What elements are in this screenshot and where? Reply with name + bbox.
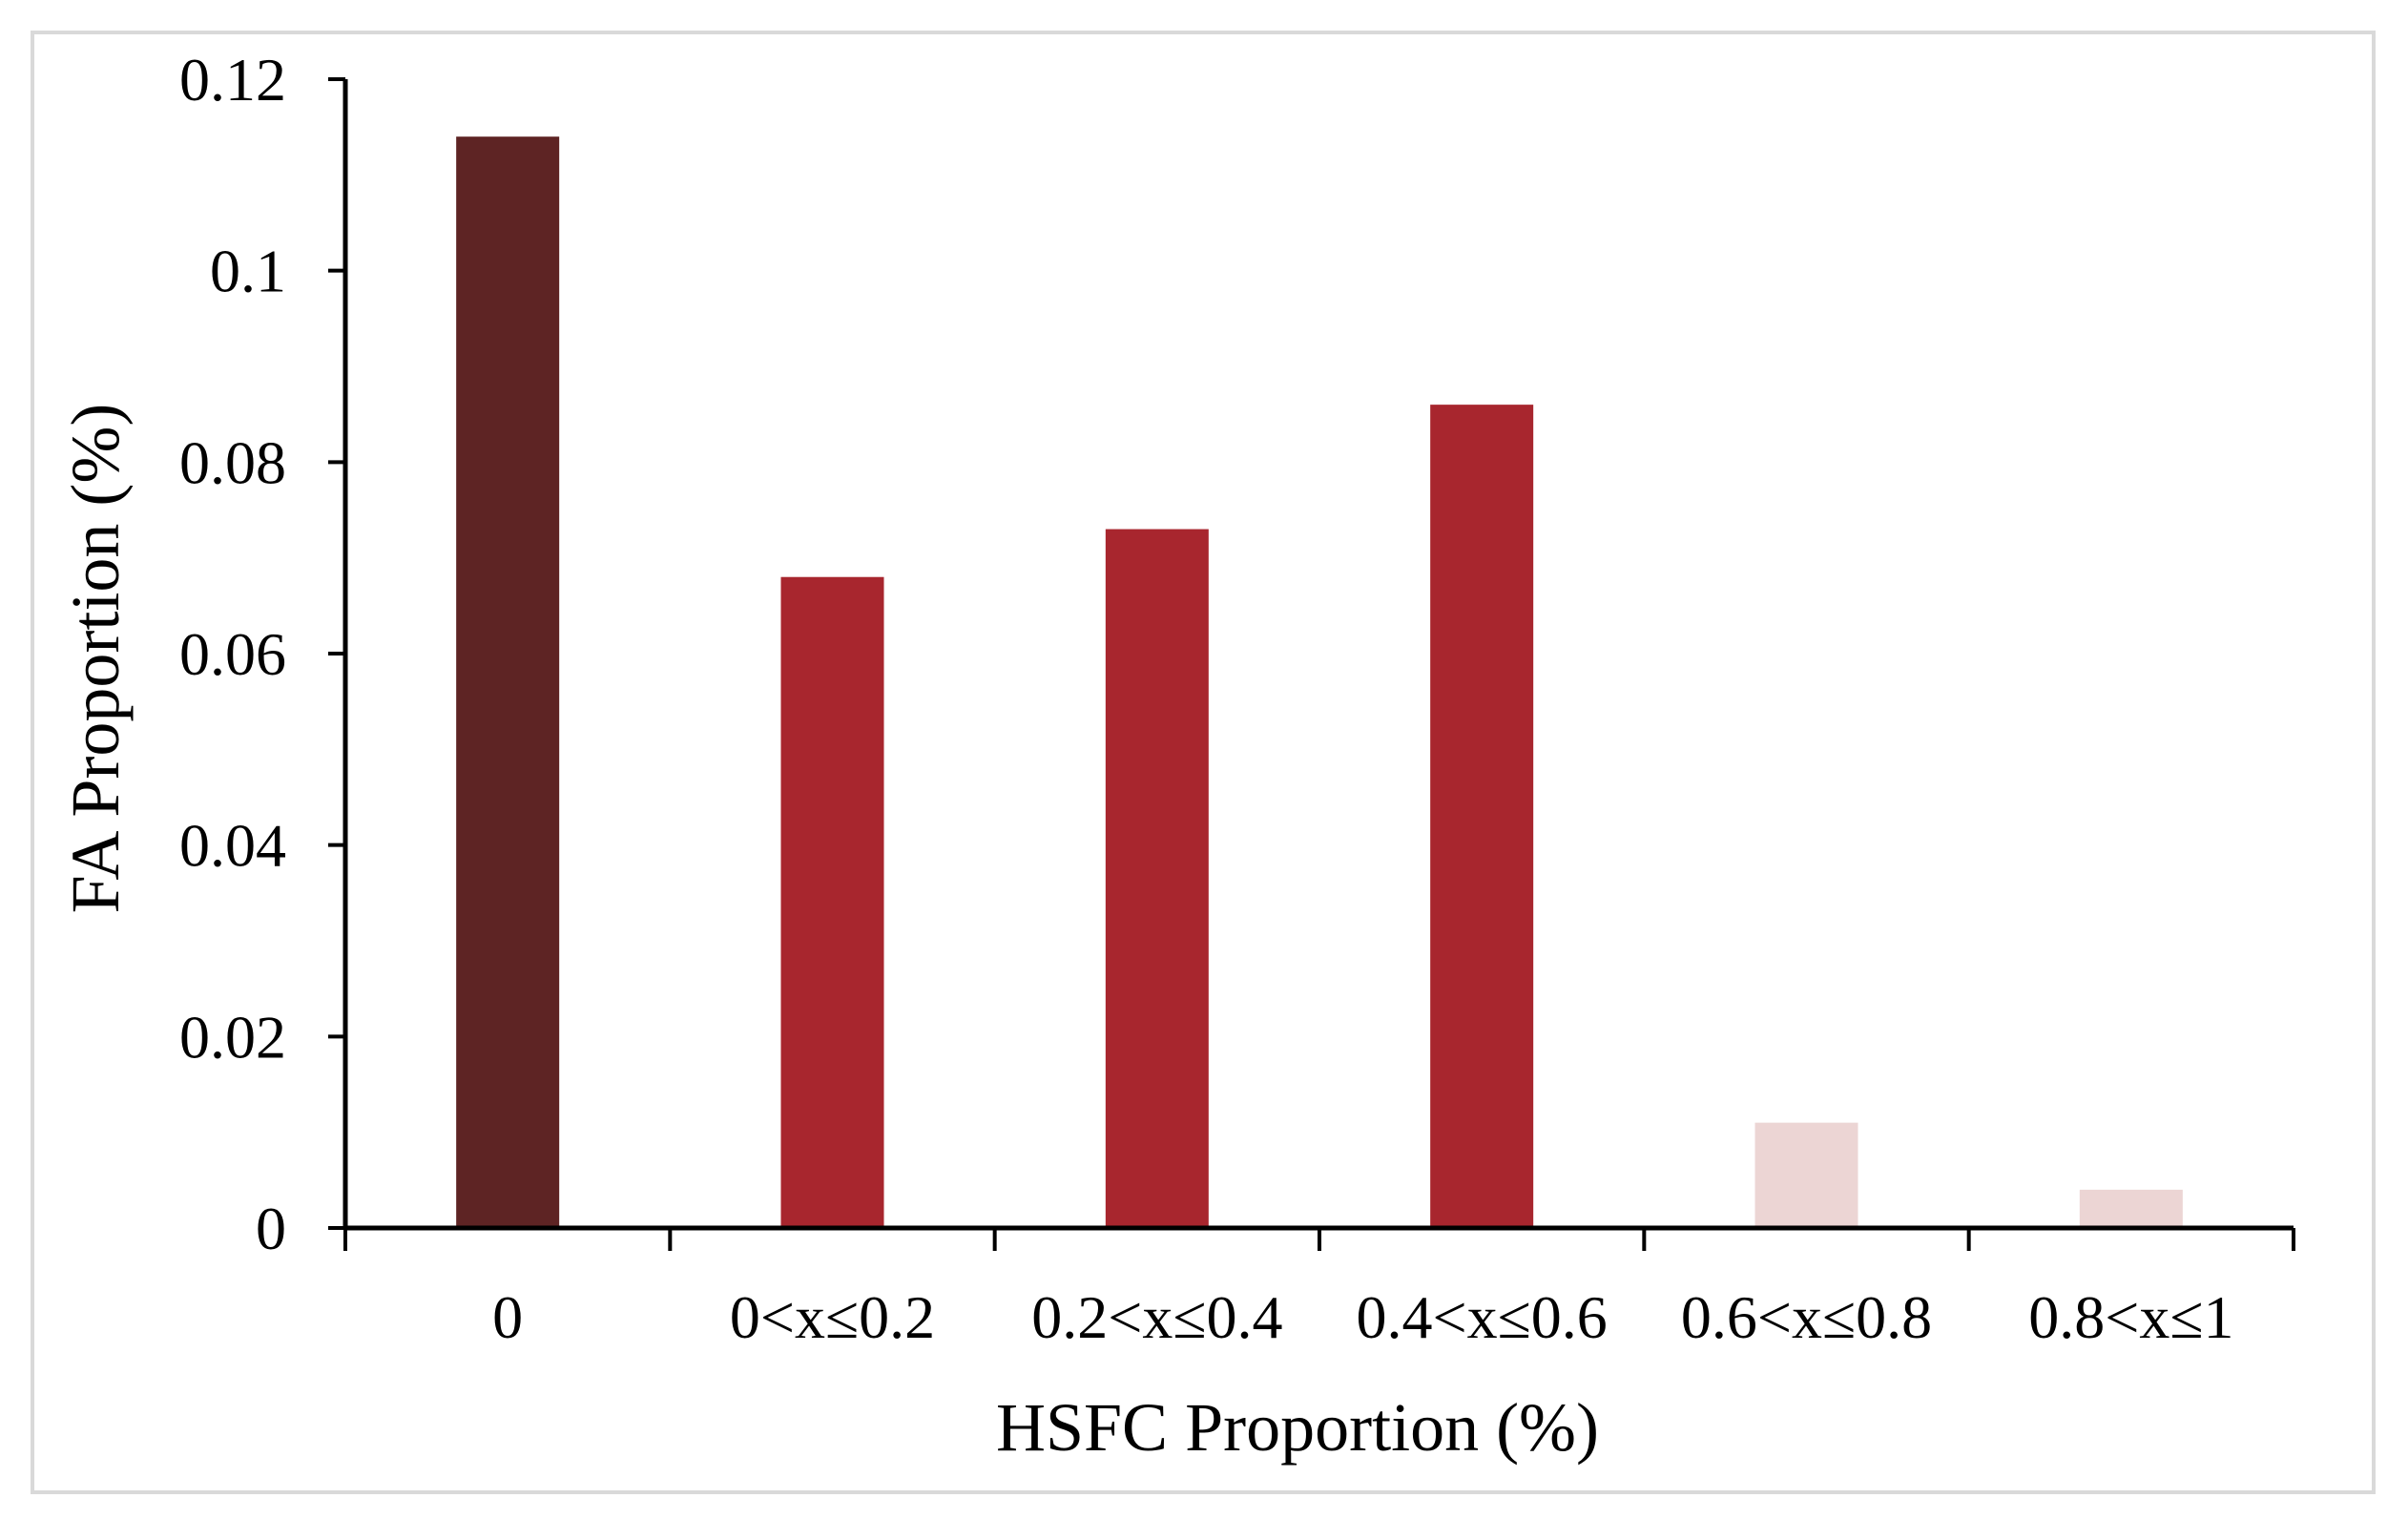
bar [1430, 405, 1534, 1229]
bar [2079, 1189, 2183, 1228]
bar [1105, 529, 1209, 1228]
x-category-label: 0<x≤0.2 [730, 1283, 935, 1351]
y-tick-label: 0.06 [179, 620, 286, 688]
bar [456, 136, 560, 1229]
y-tick-label: 0.1 [210, 238, 286, 305]
bar [780, 576, 884, 1228]
x-axis-ticks [343, 1228, 2295, 1251]
y-tick-label: 0.08 [179, 428, 286, 496]
x-category-label: 0.8<x≤1 [2028, 1283, 2233, 1351]
x-category-label: 0.2<x≤0.4 [1031, 1283, 1282, 1351]
x-axis-title: HSFC Proportion (%) [996, 1389, 1599, 1466]
x-category-label: 0.6<x≤0.8 [1681, 1283, 1932, 1351]
y-tick-label: 0.04 [179, 812, 286, 880]
x-axis-category-labels: 0 0<x≤0.2 0.2<x≤0.4 0.4<x≤0.6 0.6<x≤0.8 0.8<x… [492, 1283, 2233, 1351]
y-axis-ticks: 0 0.02 0.04 0.06 0.08 0.1 0.12 [179, 46, 345, 1262]
y-tick-label: 0.02 [179, 1003, 286, 1071]
x-category-label: 0 [492, 1283, 523, 1351]
y-axis-title: FA Proportion (%) [57, 404, 134, 914]
bar [1754, 1122, 1858, 1228]
x-category-label: 0.4<x≤0.6 [1357, 1283, 1608, 1351]
y-tick-label: 0.12 [179, 46, 286, 114]
y-tick-label: 0 [256, 1195, 286, 1262]
bars [456, 136, 2183, 1229]
